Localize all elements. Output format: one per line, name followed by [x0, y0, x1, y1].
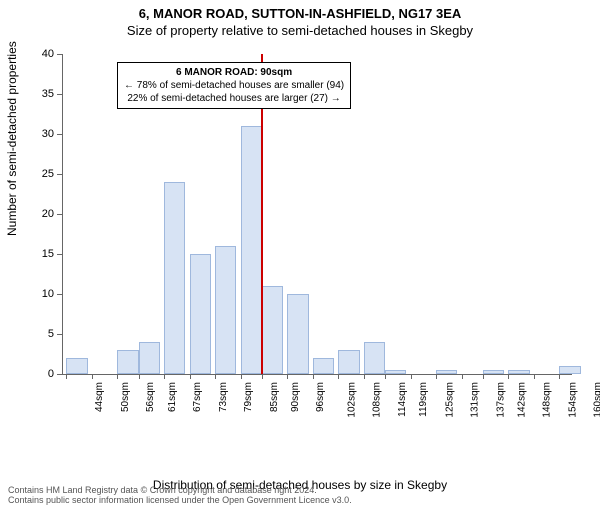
xtick — [313, 374, 314, 379]
chart-area: 051015202530354044sqm50sqm56sqm61sqm67sq… — [62, 54, 572, 424]
xtick — [462, 374, 463, 379]
ytick — [57, 334, 62, 335]
ytick-label: 10 — [14, 288, 54, 300]
histogram-bar — [66, 358, 87, 374]
xtick — [508, 374, 509, 379]
xtick-label: 142sqm — [516, 382, 527, 418]
xtick — [287, 374, 288, 379]
histogram-bar — [287, 294, 308, 374]
ytick-label: 5 — [14, 328, 54, 340]
xtick-label: 56sqm — [145, 382, 156, 412]
xtick — [139, 374, 140, 379]
ytick-label: 25 — [14, 168, 54, 180]
ytick — [57, 214, 62, 215]
xtick — [164, 374, 165, 379]
xtick — [559, 374, 560, 379]
ytick — [57, 174, 62, 175]
xtick-label: 44sqm — [94, 382, 105, 412]
callout-larger: 22% of semi-detached houses are larger (… — [124, 92, 344, 105]
footer-attribution: Contains HM Land Registry data © Crown c… — [8, 486, 352, 506]
xtick-label: 90sqm — [290, 382, 301, 412]
histogram-bar — [385, 370, 406, 374]
histogram-bar — [139, 342, 160, 374]
xtick-label: 102sqm — [346, 382, 357, 418]
plot-area: 051015202530354044sqm50sqm56sqm61sqm67sq… — [62, 54, 572, 424]
footer-line-2: Contains public sector information licen… — [8, 496, 352, 506]
histogram-bar — [164, 182, 185, 374]
xtick — [411, 374, 412, 379]
xtick-label: 108sqm — [372, 382, 383, 418]
xtick — [92, 374, 93, 379]
xtick — [241, 374, 242, 379]
histogram-bar — [483, 370, 504, 374]
page-title-2: Size of property relative to semi-detach… — [0, 23, 600, 38]
xtick — [385, 374, 386, 379]
xtick-label: 50sqm — [120, 382, 131, 412]
xtick — [262, 374, 263, 379]
xtick-label: 154sqm — [567, 382, 578, 418]
histogram-bar — [313, 358, 334, 374]
histogram-bar — [436, 370, 457, 374]
histogram-bar — [117, 350, 138, 374]
xtick-label: 148sqm — [542, 382, 553, 418]
callout-box: 6 MANOR ROAD: 90sqm← 78% of semi-detache… — [117, 62, 351, 109]
histogram-bar — [364, 342, 385, 374]
page-title-1: 6, MANOR ROAD, SUTTON-IN-ASHFIELD, NG17 … — [0, 6, 600, 21]
histogram-bar — [215, 246, 236, 374]
xtick-label: 67sqm — [192, 382, 203, 412]
xtick-label: 73sqm — [218, 382, 229, 412]
xtick-label: 131sqm — [470, 382, 481, 418]
ytick — [57, 374, 62, 375]
xtick-label: 96sqm — [315, 382, 326, 412]
xtick — [338, 374, 339, 379]
y-axis — [62, 54, 63, 374]
xtick-label: 114sqm — [397, 382, 408, 417]
xtick — [436, 374, 437, 379]
histogram-bar — [190, 254, 211, 374]
ytick-label: 35 — [14, 88, 54, 100]
histogram-bar — [262, 286, 283, 374]
ytick-label: 20 — [14, 208, 54, 220]
xtick — [66, 374, 67, 379]
xtick — [483, 374, 484, 379]
ytick-label: 15 — [14, 248, 54, 260]
xtick-label: 61sqm — [167, 382, 178, 412]
ytick — [57, 94, 62, 95]
ytick-label: 0 — [14, 368, 54, 380]
histogram-bar — [338, 350, 359, 374]
callout-title: 6 MANOR ROAD: 90sqm — [124, 66, 344, 79]
xtick-label: 125sqm — [444, 382, 455, 418]
ytick — [57, 254, 62, 255]
ytick — [57, 294, 62, 295]
xtick-label: 137sqm — [495, 382, 506, 418]
xtick — [190, 374, 191, 379]
callout-smaller: ← 78% of semi-detached houses are smalle… — [124, 79, 344, 92]
histogram-bar — [508, 370, 529, 374]
ytick-label: 30 — [14, 128, 54, 140]
xtick — [534, 374, 535, 379]
ytick — [57, 54, 62, 55]
xtick — [117, 374, 118, 379]
xtick — [215, 374, 216, 379]
ytick-label: 40 — [14, 48, 54, 60]
xtick-label: 160sqm — [593, 382, 600, 418]
histogram-bar — [241, 126, 262, 374]
xtick-label: 79sqm — [243, 382, 254, 412]
xtick-label: 119sqm — [418, 382, 429, 417]
ytick — [57, 134, 62, 135]
xtick — [364, 374, 365, 379]
histogram-bar — [559, 366, 580, 374]
xtick-label: 85sqm — [269, 382, 280, 412]
